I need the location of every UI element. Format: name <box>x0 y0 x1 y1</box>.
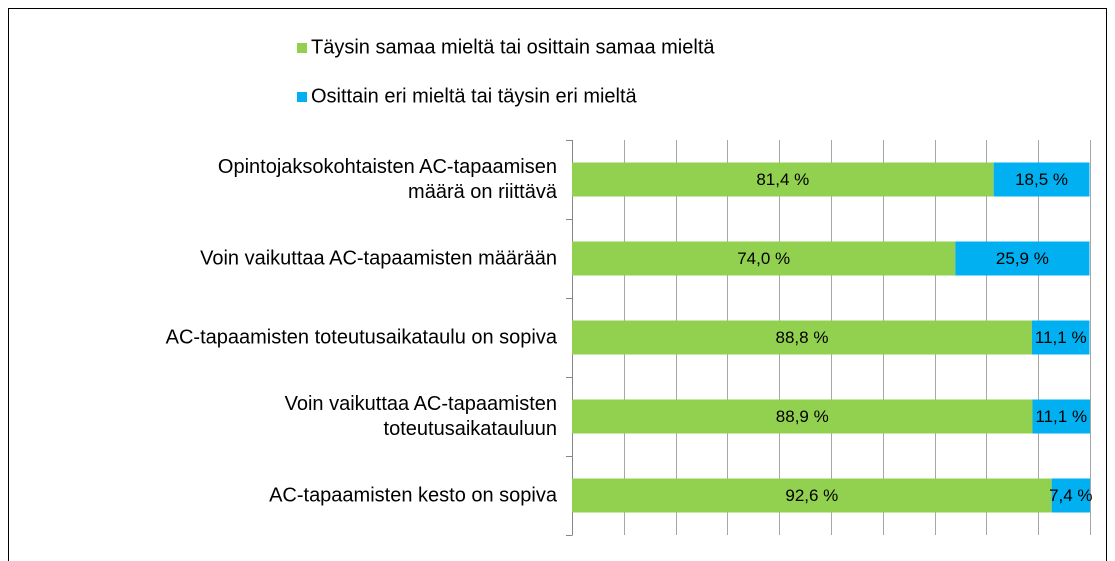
data-label: 88,8 % <box>776 328 829 347</box>
bar-segment <box>572 399 1033 434</box>
y-tick-label: Voin vaikuttaa AC-tapaamisten määrään <box>200 247 557 269</box>
legend-label: Täysin samaa mieltä tai osittain samaa m… <box>311 36 715 58</box>
bar-segment <box>993 162 1090 197</box>
bar-segment <box>572 320 1032 355</box>
bar-segment <box>572 478 1052 513</box>
y-tick-label: Opintojaksokohtaisten AC-tapaamisen määr… <box>217 155 557 203</box>
data-label: 88,9 % <box>776 407 829 426</box>
y-tick-label: Voin vaikuttaa AC-tapaamisten toteutusai… <box>284 392 557 440</box>
chart-border <box>8 8 1107 561</box>
bar-segment <box>572 162 994 197</box>
data-label: 11,1 % <box>1035 328 1087 347</box>
bar-segment <box>1051 478 1090 513</box>
legend-swatch <box>297 43 307 53</box>
bar-segment <box>955 241 1090 276</box>
data-label: 92,6 % <box>785 486 838 505</box>
data-label: 74,0 % <box>737 249 790 268</box>
bar-segment <box>1032 399 1090 434</box>
data-label: 11,1 % <box>1035 407 1087 426</box>
bar-segment <box>572 241 956 276</box>
legend-label: Osittain eri mieltä tai täysin eri mielt… <box>311 85 638 107</box>
y-tick-label: AC-tapaamisten toteutusaikataulu on sopi… <box>165 326 557 348</box>
data-label: 25,9 % <box>996 249 1049 268</box>
y-tick-label: AC-tapaamisten kesto on sopiva <box>269 484 557 506</box>
legend-swatch <box>297 92 307 102</box>
data-label: 81,4 % <box>756 170 809 189</box>
data-label: 7,4 % <box>1049 486 1092 505</box>
bar-segment <box>1031 320 1090 355</box>
data-label: 18,5 % <box>1015 170 1068 189</box>
